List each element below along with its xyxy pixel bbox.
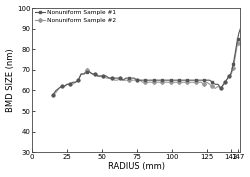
Nonuniform Sample #2: [221, 85, 224, 87]
Nonuniform Sample #1: [208, 79, 211, 81]
X-axis label: RADIUS (mm): RADIUS (mm): [108, 162, 165, 172]
Nonuniform Sample #1: [221, 85, 224, 87]
Nonuniform Sample #2: [216, 85, 220, 87]
Line: Nonuniform Sample #2: Nonuniform Sample #2: [52, 38, 242, 96]
Nonuniform Sample #2: [208, 83, 211, 85]
Nonuniform Sample #1: [68, 83, 71, 85]
Nonuniform Sample #2: [239, 38, 242, 40]
Nonuniform Sample #2: [68, 83, 71, 85]
Nonuniform Sample #2: [214, 87, 217, 89]
Legend: Nonuniform Sample #1, Nonuniform Sample #2: Nonuniform Sample #1, Nonuniform Sample …: [34, 10, 117, 24]
Nonuniform Sample #2: [228, 75, 231, 77]
Y-axis label: BMD SIZE (nm): BMD SIZE (nm): [6, 48, 15, 112]
Nonuniform Sample #1: [216, 83, 220, 85]
Nonuniform Sample #2: [238, 38, 240, 40]
Nonuniform Sample #1: [214, 83, 217, 85]
Nonuniform Sample #1: [239, 28, 242, 30]
Line: Nonuniform Sample #1: Nonuniform Sample #1: [52, 27, 242, 96]
Nonuniform Sample #1: [228, 75, 231, 77]
Nonuniform Sample #2: [52, 93, 55, 96]
Nonuniform Sample #1: [52, 93, 55, 96]
